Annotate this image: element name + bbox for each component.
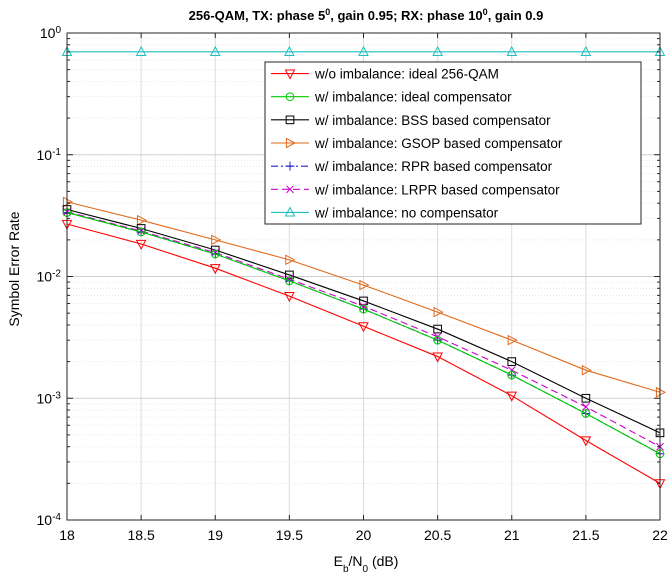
axis-ticks <box>66 32 661 521</box>
data-point <box>359 304 368 314</box>
y-tick-label: 10-3 <box>37 390 62 407</box>
x-tick-label: 20 <box>356 527 372 543</box>
legend-label: w/ imbalance: no compensator <box>314 205 499 220</box>
legend-label: w/o imbalance: ideal 256-QAM <box>314 67 499 82</box>
legend: w/o imbalance: ideal 256-QAM w/ imbalance… <box>264 61 642 225</box>
data-point <box>433 335 442 345</box>
legend-marker <box>285 115 295 125</box>
series-line <box>66 201 661 393</box>
data-point <box>581 364 592 376</box>
chart-title: 256-QAM, TX: phase 50, gain 0.95; RX: ph… <box>189 7 544 23</box>
legend-marker <box>285 137 297 149</box>
data-point <box>506 391 518 402</box>
data-point <box>135 239 147 250</box>
legend-label: w/ imbalance: LRPR based compensator <box>314 182 560 197</box>
legend-marker <box>284 206 296 217</box>
data-point <box>581 393 591 403</box>
data-point <box>433 324 442 334</box>
legend-label: w/ imbalance: BSS based compensator <box>314 113 551 128</box>
legend-item: w/ imbalance: no compensator <box>271 205 499 220</box>
legend-marker <box>284 69 296 80</box>
legend-item: w/ imbalance: LRPR based compensator <box>271 182 560 197</box>
series-4 <box>62 196 667 398</box>
y-tick-labels: 100 10-1 10-2 10-3 10-4 <box>37 25 62 529</box>
y-tick-label: 100 <box>40 25 62 42</box>
data-point <box>507 334 518 346</box>
x-tick-label: 18.5 <box>128 527 155 543</box>
legend-marker <box>285 161 295 171</box>
legend-item: w/ imbalance: GSOP based compensator <box>271 136 563 151</box>
legend-marker <box>285 92 295 102</box>
y-tick-label: 10-4 <box>37 512 62 529</box>
data-point <box>432 45 443 56</box>
series-line <box>66 223 661 484</box>
legend-box <box>264 61 642 225</box>
series-2 <box>62 208 665 459</box>
x-tick-label: 21.5 <box>572 527 599 543</box>
legend-item: w/ imbalance: BSS based compensator <box>271 113 551 128</box>
legend-item: w/o imbalance: ideal 256-QAM <box>271 67 499 82</box>
legend-label: w/ imbalance: GSOP based compensator <box>314 136 563 151</box>
series-line <box>66 212 661 455</box>
data-point <box>285 276 294 286</box>
y-tick-label: 10-2 <box>37 268 62 285</box>
data-point <box>209 264 221 275</box>
data-point <box>507 357 517 366</box>
data-point <box>507 370 517 380</box>
legend-label: w/ imbalance: ideal compensator <box>314 90 512 105</box>
data-point <box>62 196 74 208</box>
data-point <box>211 234 222 246</box>
data-point <box>359 279 370 291</box>
x-tick-label: 19 <box>207 527 223 543</box>
legend-item: w/ imbalance: RPR based compensator <box>271 159 553 174</box>
data-point <box>580 45 592 56</box>
data-point <box>135 45 147 56</box>
legend-label: w/ imbalance: RPR based compensator <box>314 159 553 174</box>
x-axis-label: Eb/N0 (dB) <box>334 553 399 575</box>
data-point <box>285 254 296 266</box>
legend-item: w/ imbalance: ideal compensator <box>271 90 512 105</box>
series-layer <box>61 45 667 490</box>
x-tick-label: 20.5 <box>424 527 451 543</box>
series-line <box>66 208 661 434</box>
data-point <box>655 386 667 398</box>
data-point <box>358 45 369 56</box>
x-tick-labels: 18 18.5 19 19.5 20 20.5 21 21.5 22 <box>59 527 668 543</box>
data-point <box>581 402 590 411</box>
data-point <box>581 409 591 418</box>
y-axis-label: Symbol Error Rate <box>6 211 22 326</box>
data-point <box>210 249 220 259</box>
data-point <box>284 45 295 56</box>
x-tick-label: 22 <box>652 527 668 543</box>
x-tick-label: 21 <box>504 527 520 543</box>
data-point <box>136 227 146 237</box>
y-tick-label: 10-1 <box>37 146 62 163</box>
data-point <box>209 45 221 56</box>
data-point <box>432 352 443 363</box>
legend-marker <box>286 185 294 194</box>
x-tick-label: 19.5 <box>276 527 303 543</box>
data-point <box>507 366 516 375</box>
data-point <box>358 322 369 333</box>
data-point <box>137 214 148 226</box>
data-point <box>433 306 444 318</box>
data-point <box>506 45 518 56</box>
data-point <box>580 436 592 447</box>
data-point <box>284 292 295 303</box>
x-tick-label: 18 <box>59 527 75 543</box>
